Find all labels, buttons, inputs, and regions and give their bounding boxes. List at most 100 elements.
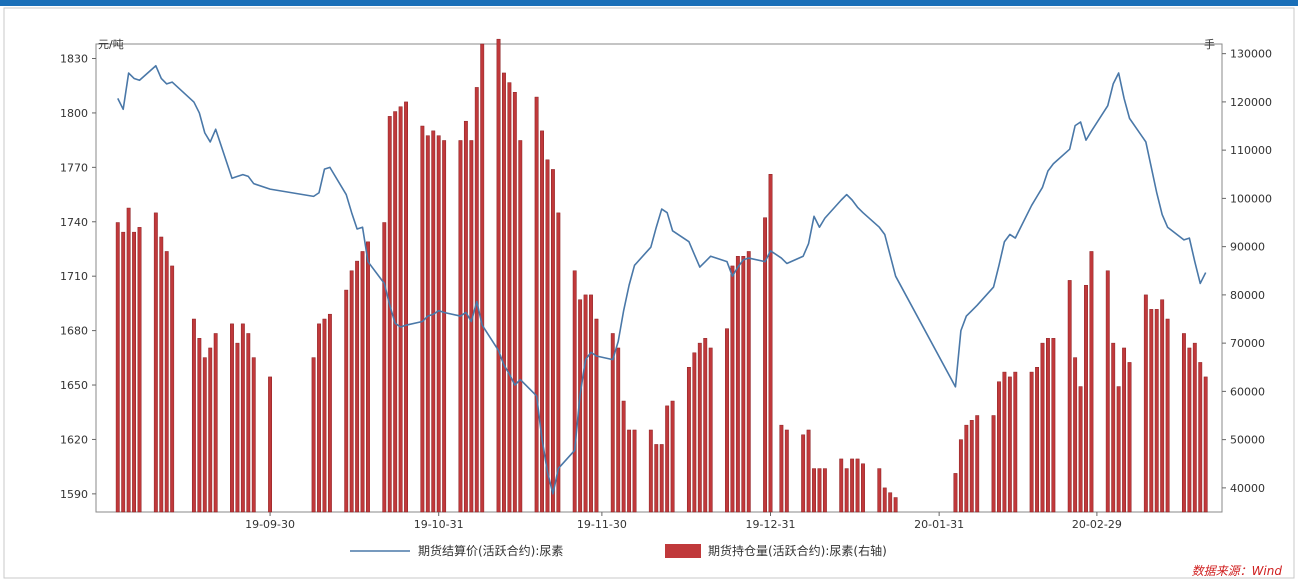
right-tick-label: 40000 [1230,482,1265,495]
volume-bar [589,294,593,513]
volume-bar [692,352,697,513]
volume-bar [540,130,544,513]
volume-bar [806,429,811,513]
volume-bar [463,120,468,513]
volume-bar [855,458,860,513]
volume-bar [708,347,713,513]
volume-bar [953,473,958,513]
x-tick-label: 19-12-31 [746,518,796,531]
volume-bar [1192,342,1197,513]
volume-bar [382,222,387,513]
left-tick-label: 1740 [60,216,88,229]
volume-bar [469,140,474,513]
volume-bar [502,72,506,513]
legend-bar-label: 期货持仓量(活跃合约):尿素(右轴) [708,543,887,558]
left-tick-label: 1680 [60,325,88,338]
volume-bar [1111,342,1116,513]
volume-bar [170,265,175,513]
volume-bar [1198,362,1203,513]
volume-bar [763,217,768,513]
volume-bar [861,463,865,513]
volume-bar [230,323,234,513]
x-tick-label: 19-10-31 [414,518,464,531]
volume-bar [610,333,615,513]
volume-bar [1089,251,1094,513]
volume-bar [616,347,621,513]
volume-bar [1187,347,1192,513]
volume-bar [442,140,447,513]
volume-bar [550,169,555,513]
volume-bar [398,106,403,513]
volume-bar [512,92,517,513]
right-tick-label: 110000 [1230,144,1272,157]
volume-bar [474,87,479,513]
volume-bar [877,468,882,513]
volume-bar [648,429,653,513]
volume-bar [420,125,425,513]
volume-bar [1007,376,1012,513]
volume-bar [1181,333,1186,513]
left-tick-label: 1800 [60,107,88,120]
right-axis-unit: 手 [1204,37,1215,51]
volume-bar [458,140,463,513]
volume-bar [964,424,969,513]
volume-bar [436,135,441,513]
volume-bar [355,260,360,513]
volume-bar [496,38,501,513]
volume-bar [507,82,512,513]
volume-bar [621,400,626,513]
volume-bar [1149,309,1154,513]
volume-bar [387,116,392,513]
right-tick-label: 130000 [1230,48,1272,61]
volume-bar [686,367,691,513]
volume-bar [1116,386,1121,513]
bar-series [115,38,1208,513]
volume-bar [882,487,887,513]
volume-bar [1046,338,1050,513]
volume-bar [311,357,316,513]
volume-bar [556,212,561,513]
volume-bar [697,342,702,513]
volume-bar [1029,371,1034,513]
volume-bar [344,289,349,513]
volume-bar [1051,338,1056,513]
volume-bar [349,270,354,513]
volume-bar [1067,280,1072,513]
volume-bar [888,492,893,513]
volume-bar [725,328,729,513]
volume-bar [137,227,142,513]
volume-bar [1154,309,1159,513]
volume-bar [1073,357,1078,513]
volume-bar [360,251,365,513]
left-axis-unit: 元/吨 [98,38,124,51]
volume-bar [534,96,539,513]
volume-bar [327,313,332,513]
right-tick-label: 100000 [1230,192,1272,205]
volume-bar [545,159,550,513]
volume-bar [839,458,844,513]
left-axis: 1590 1620 1650 1680 1710 1740 1770 1800 1830 [60,53,96,501]
volume-bar [1160,299,1165,513]
volume-bar [730,265,735,513]
volume-bar [632,429,637,513]
volume-bar [518,140,523,513]
volume-bar [251,357,256,513]
volume-bar [153,212,158,513]
legend-bar-swatch [665,544,701,558]
right-tick-label: 120000 [1230,96,1272,109]
volume-bar [850,458,855,513]
top-accent-bar [0,0,1298,6]
volume-bar [132,231,137,513]
volume-bar [1165,318,1170,513]
volume-bar [322,318,327,513]
volume-bar [1105,270,1110,513]
volume-bar [246,333,251,513]
volume-bar [1122,347,1127,513]
volume-bar [583,294,588,513]
volume-bar [659,444,664,513]
volume-bar [1084,284,1088,513]
volume-bar [801,434,806,513]
volume-bar [975,415,980,513]
volume-bar [741,256,746,513]
price-line [117,64,1207,495]
